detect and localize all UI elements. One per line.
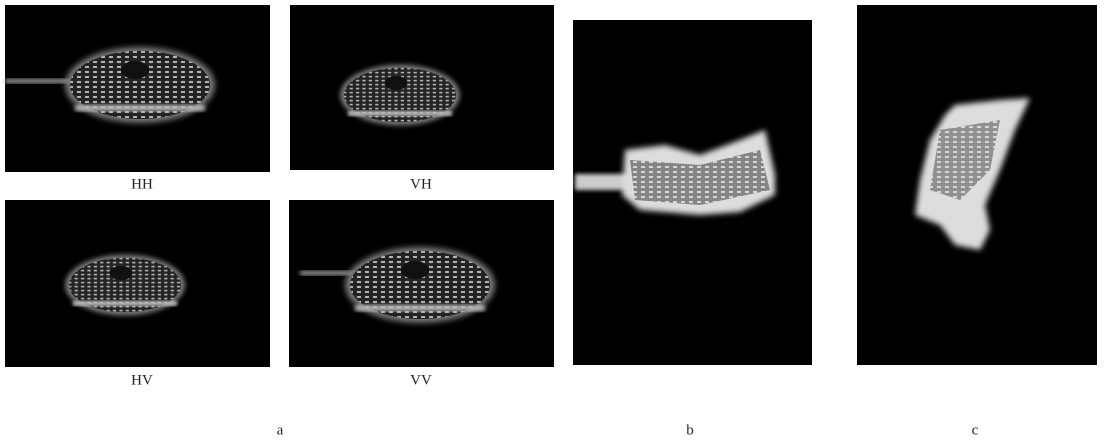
image-label: VH (410, 176, 432, 192)
image-c (857, 5, 1097, 365)
image-vh (290, 5, 554, 170)
image-label: HH (131, 176, 153, 192)
image-hh (5, 5, 270, 172)
subfigure-label: c (972, 422, 979, 438)
image-vv (289, 200, 554, 367)
image-label: HV (131, 372, 153, 388)
subfigure-label: b (686, 422, 694, 438)
subfigure-label: a (277, 422, 284, 438)
image-hv (5, 200, 270, 367)
image-b (573, 20, 812, 365)
image-label: VV (410, 372, 432, 388)
